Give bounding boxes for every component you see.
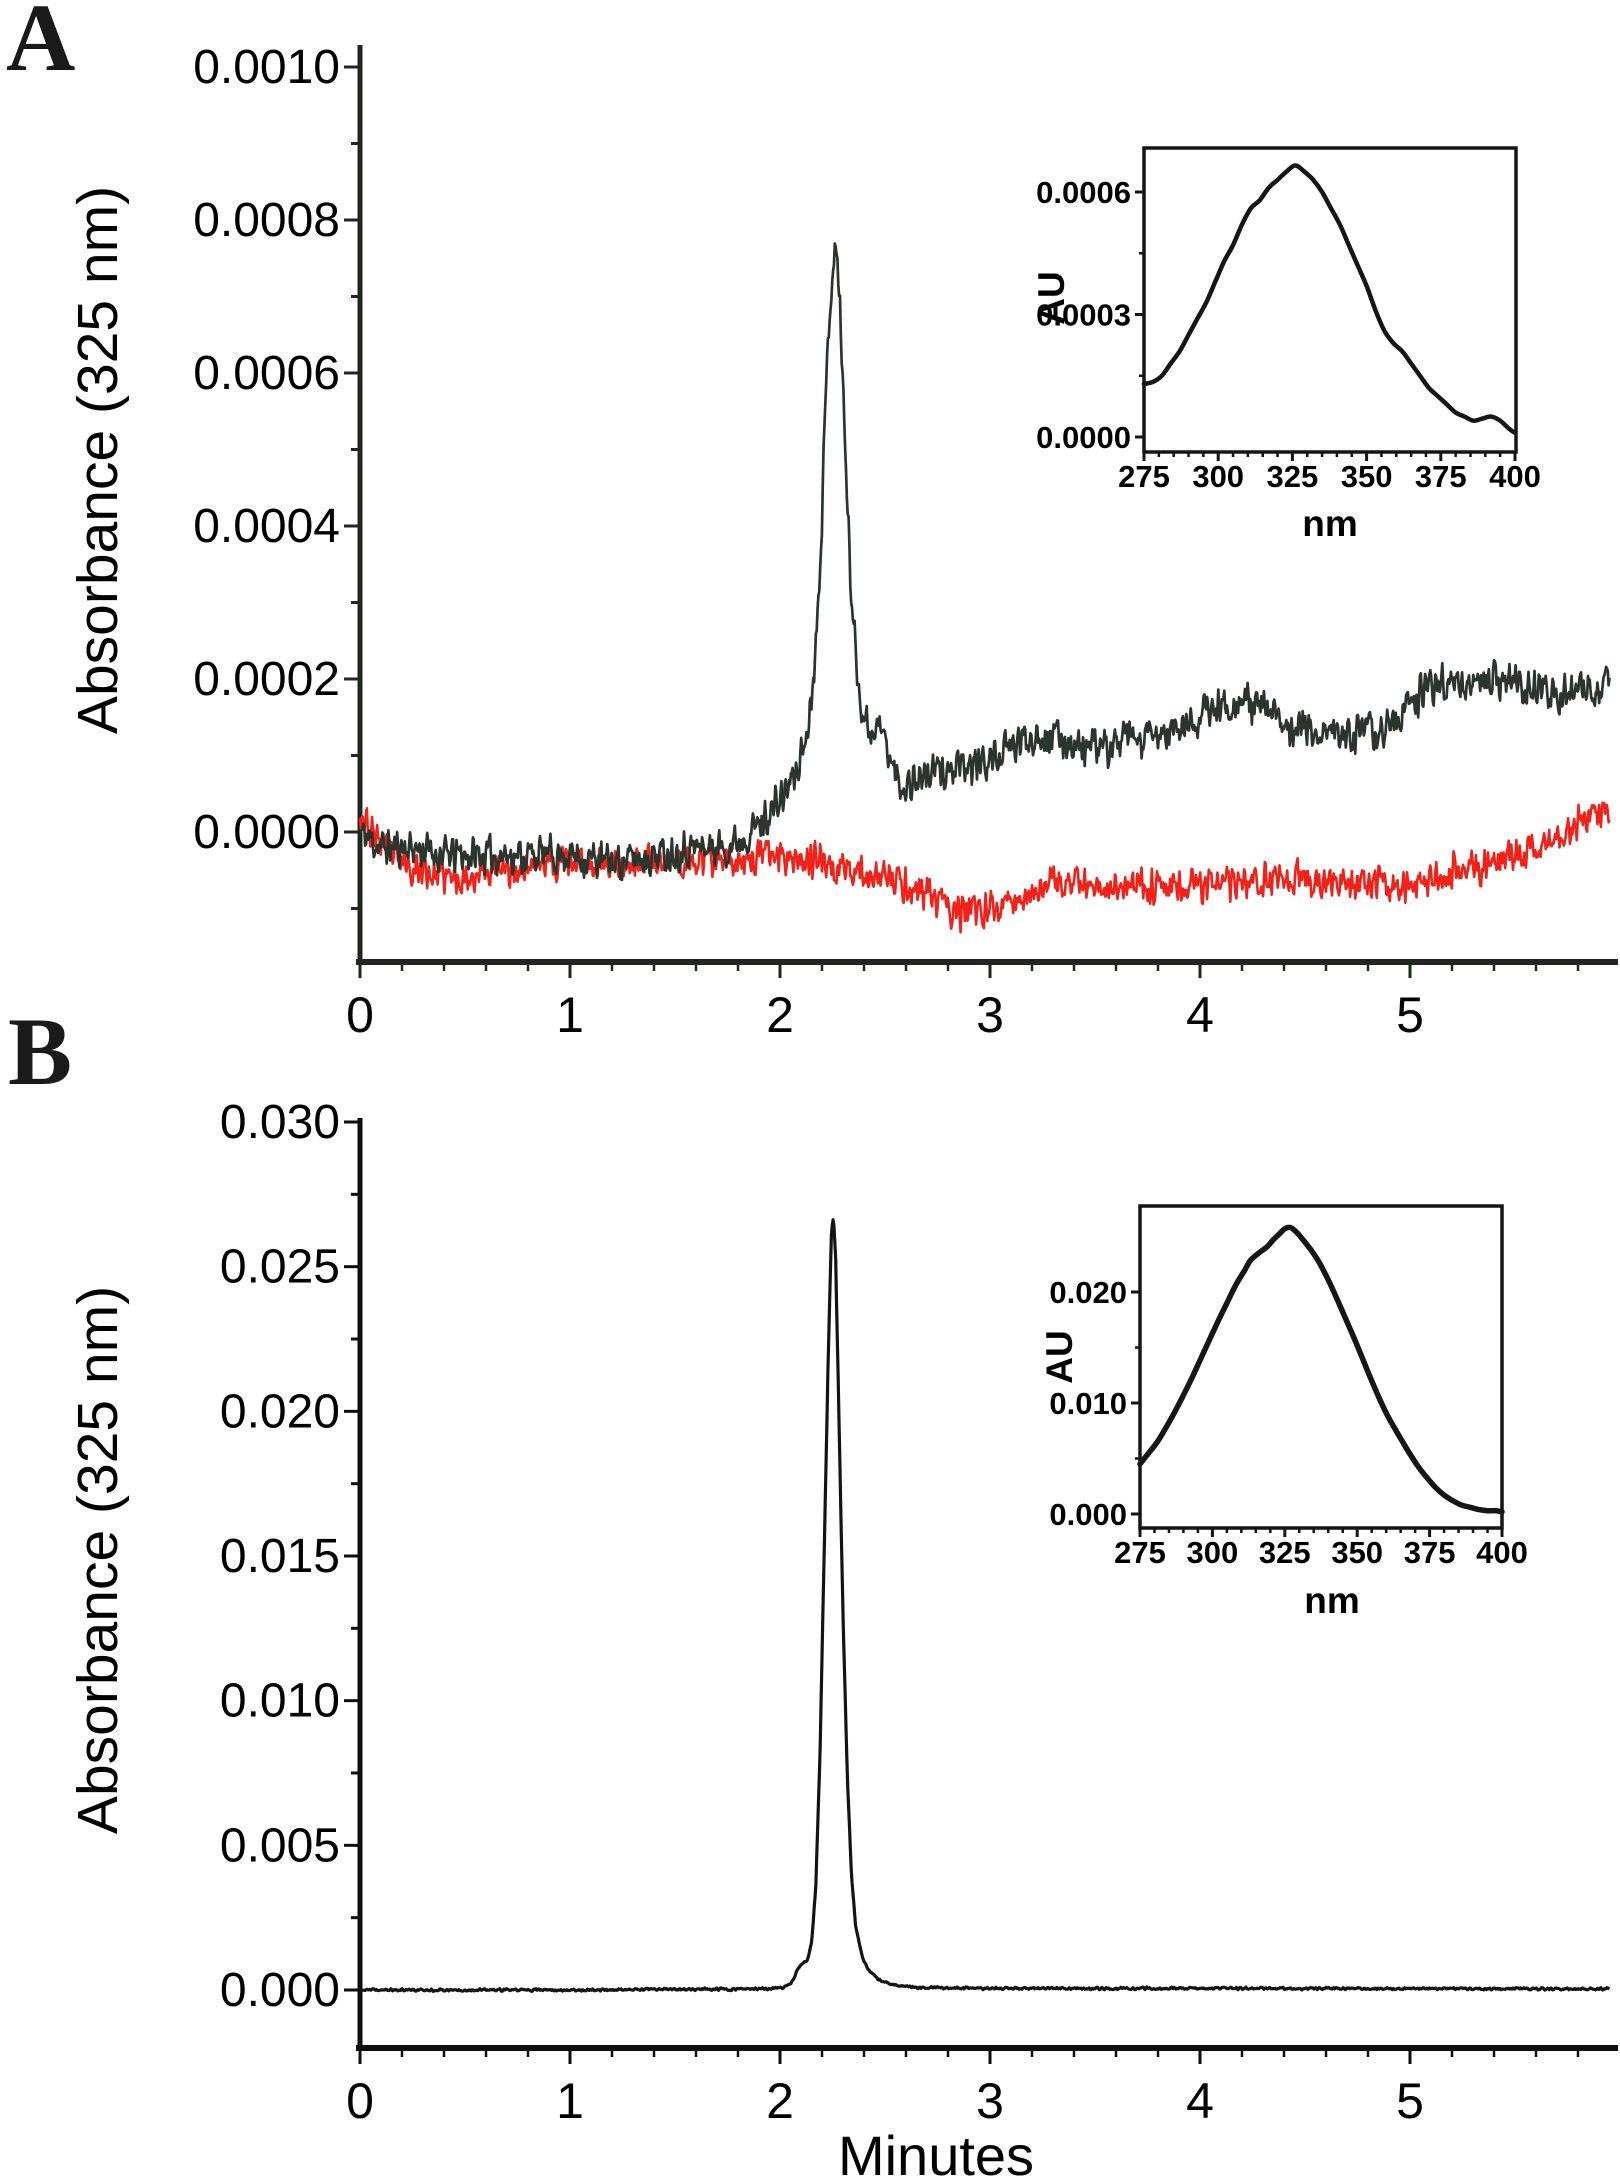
panel-b-y-axis-title: Absorbance (325 nm) xyxy=(66,1285,130,1835)
panel-b-x-tick-label: 4 xyxy=(1186,2073,1214,2129)
panel-a-y-axis-title: Absorbance (325 nm) xyxy=(66,185,130,735)
panel-a-y-tick-label: 0.0006 xyxy=(193,347,340,400)
panel-b-letter: B xyxy=(8,998,73,1105)
panel-a-y-tick-label: 0.0010 xyxy=(193,41,340,94)
panel-a-inset-x-tick-label: 275 xyxy=(1118,459,1170,494)
panel-b-y-tick-label: 0.010 xyxy=(220,1675,340,1728)
panel-b-inset-x-tick-label: 400 xyxy=(1476,1535,1528,1570)
panel-a-inset-x-axis-title: nm xyxy=(1302,503,1358,544)
panel-b-inset-x-tick-label: 275 xyxy=(1114,1535,1166,1570)
panel-b-x-tick-label: 2 xyxy=(766,2073,794,2129)
panel-a-inset-y-axis-title: AU xyxy=(1031,271,1072,325)
panel-b-x-tick-label: 1 xyxy=(556,2073,584,2129)
panel-a-y-tick-label: 0.0004 xyxy=(193,500,340,553)
panel-a-inset-x-tick-label: 350 xyxy=(1341,459,1393,494)
panel-a-inset-frame xyxy=(1142,146,1518,454)
panel-a-x-tick-label: 1 xyxy=(556,987,584,1043)
panel-a-y-tick-label: 0.0008 xyxy=(193,194,340,247)
panel-b-inset-y-tick-label: 0.000 xyxy=(1049,1497,1127,1532)
panel-b-y-tick-label: 0.020 xyxy=(220,1385,340,1438)
panel-b-x-tick-label: 5 xyxy=(1396,2073,1424,2129)
panel-b-y-tick-label: 0.030 xyxy=(220,1096,340,1149)
panel-a-y-tick-label: 0.0002 xyxy=(193,653,340,706)
panel-a-x-tick-label: 0 xyxy=(346,987,374,1043)
panel-b-inset-y-tick-label: 0.010 xyxy=(1049,1386,1127,1421)
panel-b-inset-y-axis-title: AU xyxy=(1039,1330,1080,1384)
panel-a-trace-sample xyxy=(359,242,1611,882)
panel-b-inset-x-tick-label: 325 xyxy=(1259,1535,1311,1570)
panel-b-inset-y-tick-label: 0.020 xyxy=(1049,1275,1127,1310)
panel-b-inset-x-tick-label: 375 xyxy=(1404,1535,1456,1570)
panel-a-inset-x-tick-label: 300 xyxy=(1192,459,1244,494)
panel-b-y-tick-label: 0.000 xyxy=(220,1964,340,2017)
panel-b-inset-frame xyxy=(1138,1204,1504,1530)
panel-b-x-tick-label: 3 xyxy=(976,2073,1004,2129)
panel-a-inset-y-tick-label: 0.0006 xyxy=(1036,175,1131,210)
panel-a-inset-x-tick-label: 375 xyxy=(1415,459,1467,494)
panel-a-inset-x-tick-label: 325 xyxy=(1267,459,1319,494)
panel-a-inset-y-tick-label: 0.0000 xyxy=(1036,420,1131,455)
panel-a-inset-spectrum-curve xyxy=(1141,163,1518,436)
panel-a-x-tick-label: 4 xyxy=(1186,987,1214,1043)
panel-a-x-tick-label: 2 xyxy=(766,987,794,1043)
panel-b-inset-spectrum-curve xyxy=(1137,1224,1505,1515)
panel-a-y-tick-label: 0.0000 xyxy=(193,806,340,859)
panel-b-y-tick-label: 0.005 xyxy=(220,1819,340,1872)
x-axis-title-minutes: Minutes xyxy=(837,2124,1035,2183)
panel-b-x-tick-label: 0 xyxy=(346,2073,374,2129)
panel-a-inset-y-tick-label: 0.0003 xyxy=(1036,298,1131,333)
panel-a-inset-x-tick-label: 400 xyxy=(1489,459,1541,494)
panel-a-x-tick-label: 3 xyxy=(976,987,1004,1043)
panel-b-inset-x-tick-label: 300 xyxy=(1187,1535,1239,1570)
panel-a-letter: A xyxy=(6,0,76,91)
panel-b-y-tick-label: 0.025 xyxy=(220,1241,340,1294)
panel-a-x-tick-label: 5 xyxy=(1396,987,1424,1043)
panel-b-inset-x-axis-title: nm xyxy=(1304,1580,1360,1621)
panel-b-inset-x-tick-label: 350 xyxy=(1331,1535,1383,1570)
panel-b-y-tick-label: 0.015 xyxy=(220,1530,340,1583)
panel-a-trace-blank xyxy=(358,801,1611,934)
panel-b-trace-standard xyxy=(358,1218,1611,1993)
